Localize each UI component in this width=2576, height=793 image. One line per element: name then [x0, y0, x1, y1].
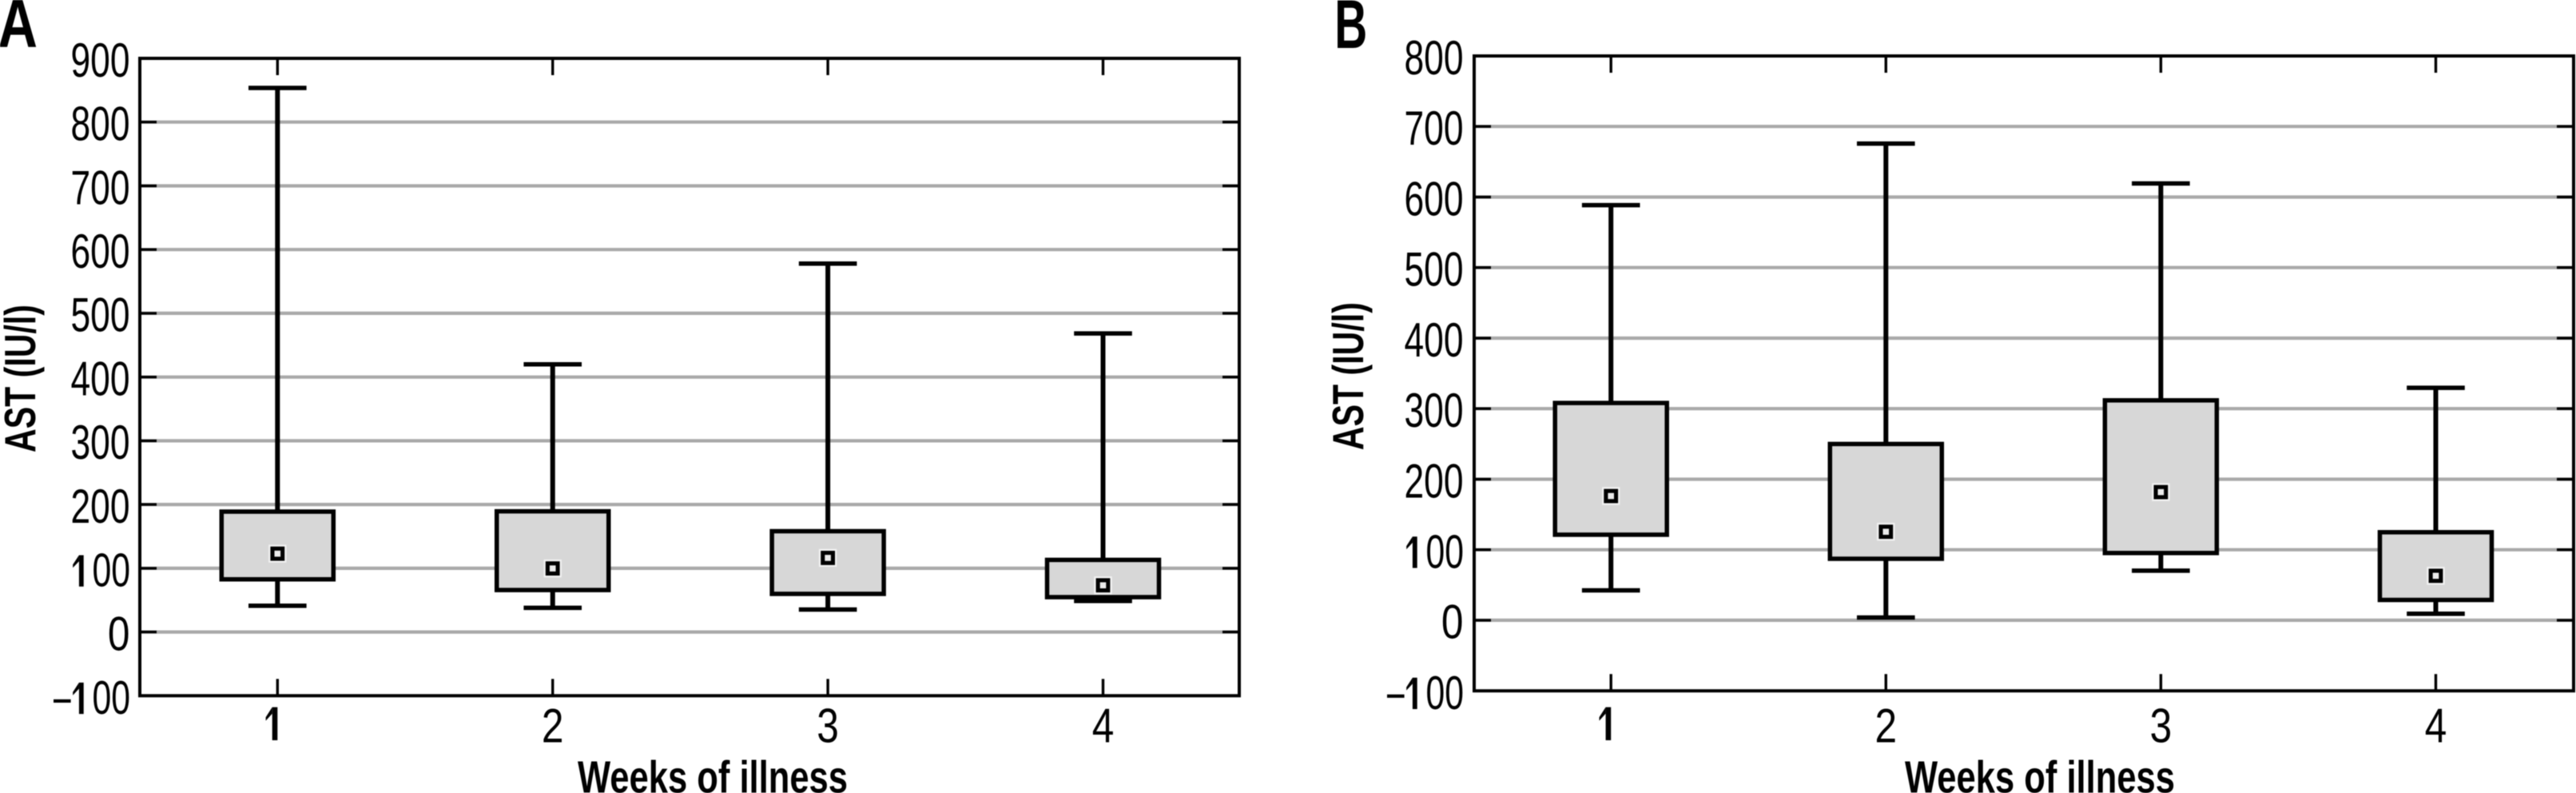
svg-text:800: 800 — [71, 97, 130, 151]
svg-text:Weeks of illness: Weeks of illness — [578, 752, 848, 793]
svg-text:00: 00 — [93, 671, 131, 724]
svg-text:Weeks of illness: Weeks of illness — [1905, 752, 2175, 793]
svg-text:3: 3 — [817, 698, 839, 752]
svg-text:00: 00 — [1426, 667, 1465, 719]
svg-text:00: 00 — [1426, 526, 1465, 579]
svg-text:600: 600 — [71, 224, 130, 278]
svg-text:200: 200 — [71, 479, 130, 533]
svg-text:800: 800 — [1405, 30, 1464, 85]
svg-text:500: 500 — [1405, 242, 1464, 297]
svg-text:AST (IU/l): AST (IU/l) — [0, 305, 45, 452]
svg-text:4: 4 — [1092, 698, 1115, 752]
svg-text:A: A — [0, 0, 38, 62]
svg-text:3: 3 — [2150, 698, 2173, 752]
svg-text:300: 300 — [1405, 383, 1464, 437]
svg-text:2: 2 — [1875, 698, 1898, 752]
svg-text:0: 0 — [108, 606, 130, 660]
svg-text:400: 400 — [1405, 313, 1464, 367]
svg-text:300: 300 — [71, 415, 130, 469]
svg-text:900: 900 — [71, 33, 130, 87]
svg-text:200: 200 — [1405, 453, 1464, 508]
svg-text:00: 00 — [93, 544, 131, 597]
svg-text:2: 2 — [542, 698, 564, 752]
svg-text:500: 500 — [71, 288, 130, 342]
svg-text:AST (IU/l): AST (IU/l) — [1323, 302, 1373, 450]
svg-text:700: 700 — [71, 160, 130, 214]
svg-text:B: B — [1334, 0, 1367, 63]
svg-text:700: 700 — [1405, 101, 1464, 155]
svg-text:4: 4 — [2425, 698, 2447, 752]
svg-text:600: 600 — [1405, 171, 1464, 225]
svg-text:400: 400 — [71, 352, 130, 406]
svg-text:0: 0 — [1441, 595, 1464, 649]
